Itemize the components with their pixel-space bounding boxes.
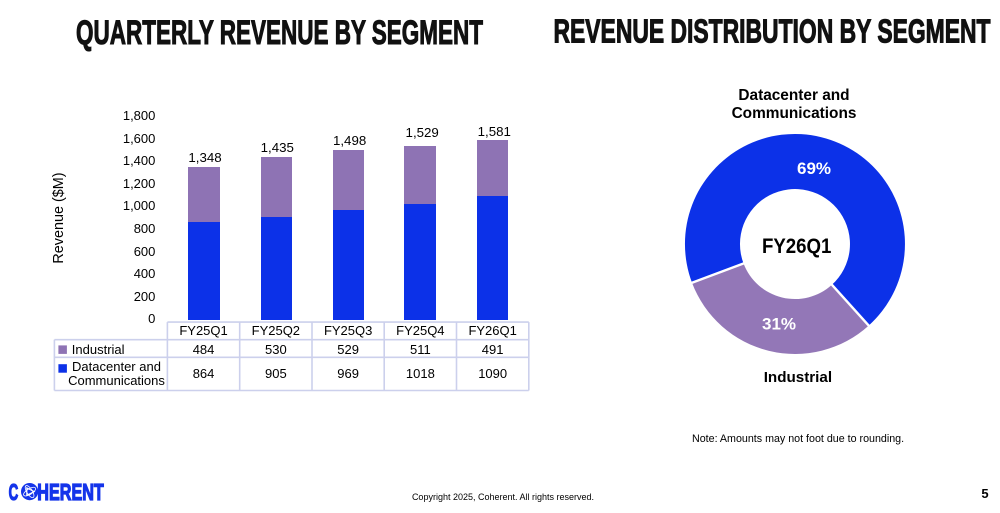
svg-text:QUARTERLY REVENUE BY SEGMENT: QUARTERLY REVENUE BY SEGMENT (76, 14, 483, 52)
svg-text:FY26Q1: FY26Q1 (762, 235, 832, 258)
svg-text:69%: 69% (797, 159, 831, 178)
svg-text:C: C (9, 479, 19, 505)
svg-text:REVENUE DISTRIBUTION BY SEGMEN: REVENUE DISTRIBUTION BY SEGMENT (554, 13, 991, 50)
svg-text:31%: 31% (762, 315, 796, 334)
svg-text:HERENT: HERENT (37, 479, 104, 505)
